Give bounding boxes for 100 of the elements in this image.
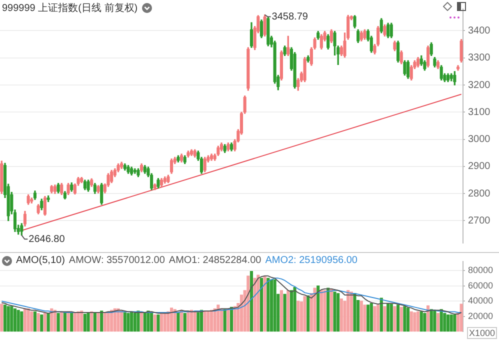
bar [433, 310, 436, 332]
bar [280, 290, 283, 332]
bar [370, 303, 373, 332]
bar [373, 306, 376, 332]
y-tick-label: 3000 [468, 134, 491, 146]
annotation: 3458.79 [272, 12, 308, 23]
bar [336, 293, 340, 332]
bar [6, 306, 10, 332]
bar [146, 310, 150, 332]
bar [440, 309, 443, 332]
y-tick-label: 2800 [468, 188, 491, 200]
bar [263, 276, 266, 332]
bar [130, 311, 134, 332]
bar [50, 308, 54, 332]
chart-title: 999999 上证指数(日线 前复权) [2, 2, 138, 15]
bar [290, 290, 293, 332]
bar [330, 288, 333, 332]
bar [173, 309, 176, 332]
bar [90, 311, 94, 332]
chart-title: AMO(5,10) [16, 255, 65, 266]
bar [153, 314, 156, 332]
bar [193, 311, 196, 332]
bar [303, 296, 306, 332]
series-label: AMO2: 25190956.00 [265, 255, 358, 266]
bar [400, 306, 403, 332]
bar [46, 312, 50, 332]
annotation: 2646.80 [28, 234, 66, 245]
bar [36, 312, 40, 332]
bar [246, 276, 250, 332]
bar [360, 300, 363, 332]
bar [426, 305, 430, 332]
bar [126, 312, 130, 332]
bar [226, 308, 230, 332]
bar [450, 314, 453, 332]
bar [40, 314, 44, 332]
bar [16, 310, 20, 332]
bar [33, 311, 37, 332]
bar [390, 304, 393, 332]
bar [83, 314, 86, 332]
bar [460, 304, 463, 332]
bar [306, 295, 310, 332]
bar [233, 306, 236, 332]
bar [203, 310, 206, 332]
y-tick-label: 3300 [468, 52, 491, 64]
bar [30, 311, 34, 332]
series-label: AMO1: 24852284.00 [168, 255, 262, 266]
bar [293, 287, 296, 332]
bar [320, 290, 323, 332]
bar [453, 314, 456, 332]
bar [206, 311, 210, 332]
bar [420, 311, 423, 332]
bar [196, 312, 200, 332]
bar [283, 294, 286, 332]
y-tick-label: 3400 [468, 25, 491, 36]
bar [73, 312, 76, 332]
bar [120, 310, 124, 332]
bar [93, 312, 96, 332]
y-tick-label: 60000 [468, 280, 494, 290]
bar [430, 309, 433, 332]
bar [396, 304, 400, 332]
bar [10, 306, 14, 332]
bar [140, 311, 144, 332]
bar [286, 290, 290, 332]
bar [376, 304, 380, 332]
bar [26, 308, 30, 332]
bar [170, 308, 174, 332]
bar [3, 304, 7, 332]
bar [296, 300, 300, 332]
bar [350, 292, 353, 332]
bar [183, 312, 186, 332]
bar [216, 304, 220, 332]
bar [63, 312, 66, 332]
y-tick-label: 40000 [468, 296, 494, 306]
bar [346, 290, 350, 332]
bar [386, 303, 390, 332]
bar [56, 312, 60, 332]
bar [363, 304, 366, 332]
bar [260, 278, 264, 332]
bar [266, 278, 270, 332]
bar [123, 312, 126, 332]
bar [366, 304, 370, 332]
bar [443, 312, 446, 332]
bar [60, 311, 64, 332]
bar [256, 274, 260, 332]
bar [410, 311, 413, 332]
bar [313, 288, 316, 332]
y-tick-label: 20000 [468, 310, 494, 321]
y-tick-label: 3200 [468, 80, 491, 91]
annotation: AMOW: 35570012.00 [68, 255, 165, 266]
bar [86, 312, 90, 332]
bar [53, 310, 56, 332]
bar [403, 306, 406, 332]
y-tick-label: 2700 [468, 215, 491, 226]
bar [446, 314, 450, 332]
bar [250, 270, 254, 332]
bar [80, 310, 84, 332]
bar [270, 279, 273, 332]
bar [416, 311, 420, 332]
bar [176, 312, 180, 332]
bar [380, 298, 383, 332]
